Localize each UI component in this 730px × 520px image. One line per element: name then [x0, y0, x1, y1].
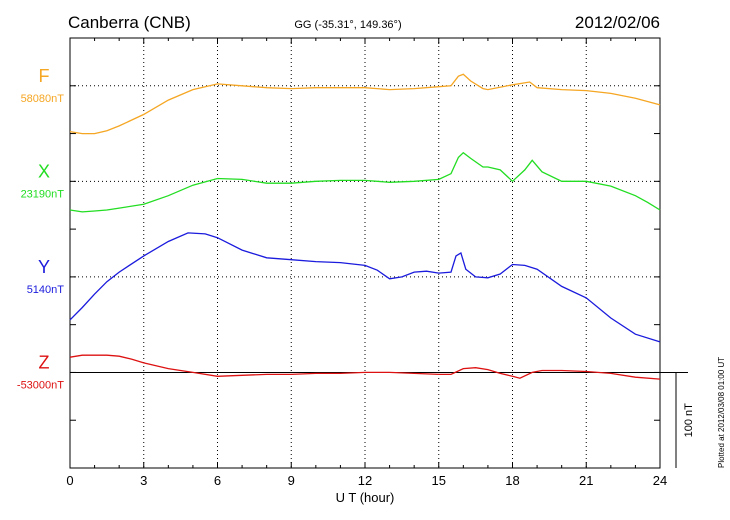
series-baseline-f: 58080nT	[21, 93, 65, 105]
series-name-z: Z	[39, 352, 50, 372]
axis-ticks	[69, 37, 661, 469]
x-axis-label: U T (hour)	[336, 490, 395, 505]
x-tick-label: 18	[505, 473, 519, 488]
series-name-f: F	[39, 66, 50, 86]
series-lines	[69, 73, 661, 380]
chart-date: 2012/02/06	[575, 13, 660, 32]
x-tick-label: 3	[140, 473, 147, 488]
grid-lines	[70, 38, 660, 468]
x-tick-labels: 0 3 6 9 12 15 18 21 24	[66, 473, 667, 488]
x-tick-label: 12	[358, 473, 372, 488]
x-tick-label: 21	[579, 473, 593, 488]
x-tick-label: 15	[432, 473, 446, 488]
series-line-y	[69, 232, 661, 343]
chart-subtitle-coords: GG (-35.31°, 149.36°)	[294, 19, 401, 31]
scale-bar-label: 100 nT	[683, 403, 695, 438]
series-line-x	[69, 151, 661, 213]
x-tick-label: 24	[653, 473, 667, 488]
series-line-z	[69, 354, 661, 380]
chart-title: Canberra (CNB)	[68, 13, 191, 32]
series-name-y: Y	[38, 257, 50, 277]
scale-bar: 100 nT	[660, 371, 695, 468]
series-baseline-y: 5140nT	[27, 284, 65, 296]
series-labels: F 58080nT X 23190nT Y 5140nT Z -53000nT	[17, 66, 64, 392]
series-baseline-x: 23190nT	[21, 188, 65, 200]
x-tick-label: 9	[288, 473, 295, 488]
x-tick-label: 6	[214, 473, 221, 488]
series-baseline-z: -53000nT	[17, 379, 64, 391]
x-tick-label: 0	[66, 473, 73, 488]
series-line-f	[69, 73, 661, 135]
series-name-x: X	[38, 161, 50, 181]
plotted-at-note: Plotted at 2012/03/08 01:00 UT	[717, 357, 726, 468]
